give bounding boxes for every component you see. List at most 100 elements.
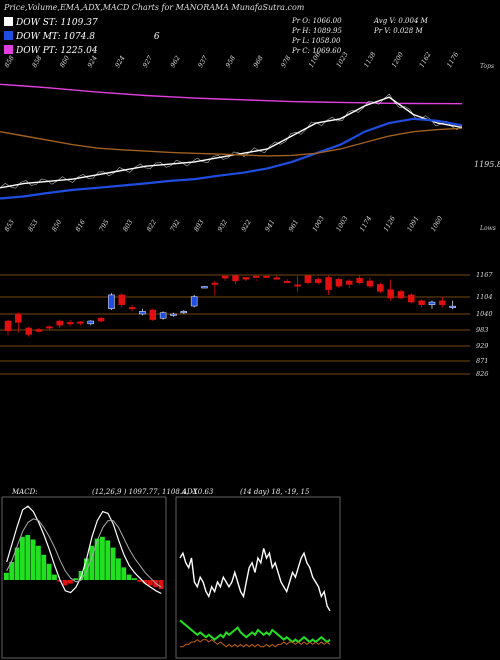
candle-body [263,275,270,278]
adx-label: ADX [182,488,198,496]
ema-value-label: 1195.85 [474,160,500,169]
stat-close: Pr C: 1069.60 [292,47,342,55]
candle-body [346,280,353,285]
macd-histogram-bar [89,545,95,580]
candle-body [242,277,250,280]
candle-body [335,278,343,287]
dow-extra: 6 [153,32,160,42]
stat-avg-volume: Avg V: 0.004 M [374,17,428,25]
macd-histogram-bar [158,580,164,589]
macd-histogram-bar [41,554,47,580]
price-level-label: 983 [476,326,488,334]
macd-params: (12,26,9 ) 1097.77, 1108.4, -10.63 [92,488,214,496]
candle-body [356,277,363,283]
macd-histogram-bar [110,547,116,580]
macd-histogram-bar [148,580,153,586]
dow-st-swatch [4,17,13,26]
adx-series-line [179,548,331,612]
candle-body [211,282,219,285]
macd-histogram-bar [52,574,57,580]
candle-body [294,284,301,287]
lows-label: Lows [480,225,496,232]
candle-body [387,289,394,299]
adx-params: (14 day) 18, -19, 15 [240,488,310,496]
price-level-label: 1104 [476,293,493,301]
candle-body [77,321,84,324]
macd-line [6,518,162,588]
price-level-label: 871 [476,357,488,365]
candle-body [46,326,53,329]
candle-body [190,296,198,307]
candle-body [170,313,177,316]
candle-body [232,275,239,282]
candle-body [87,320,94,325]
dow-st-legend: DOW ST: 1109.37 [4,17,98,28]
candle-body [4,320,12,332]
dow-mt-swatch [4,31,13,40]
macd-histogram-bar [20,536,25,580]
candle-body [201,286,208,289]
dow-pt-label: DOW PT: 1225.04 [16,46,98,56]
candle-body [397,291,405,299]
dow-pt-swatch [4,45,13,54]
macd-histogram-bar [36,545,41,580]
macd-histogram-bar [9,562,15,580]
dow-pt-legend: DOW PT: 1225.04 [4,45,98,56]
candle-body [377,284,384,292]
macd-histogram-bar [25,535,31,580]
macd-histogram-bar [84,558,89,580]
candle-body [283,281,291,284]
dow-st-label: DOW ST: 1109.37 [16,18,98,28]
candle-body [25,327,32,335]
macd-histogram-bar [137,580,143,582]
macd-histogram-bar [73,578,79,580]
candle-body [35,329,43,332]
macd-histogram-bar [121,567,127,580]
price-level-label: 929 [476,342,488,350]
price-level-label: 1040 [476,310,493,318]
macd-line [6,505,162,595]
stat-price-volume: Pr V: 0.028 M [374,27,423,35]
stat-low: Pr L: 1058.00 [292,37,341,45]
candle-body [428,301,436,305]
macd-histogram-bar [105,540,111,580]
ema-series-line [0,127,463,157]
candle-body [325,277,332,290]
candle-body [56,320,63,326]
candle-body [97,317,105,322]
candle-body [128,307,136,310]
macd-histogram-bar [100,536,105,580]
candle-body [439,300,446,305]
candle-body [418,300,425,305]
ema-series-line [0,117,463,200]
dow-mt-legend: DOW MT: 1074.8 6 [4,31,160,42]
macd-histogram-bar [4,572,9,580]
macd-histogram-bar [132,578,137,580]
candle-body [15,313,22,323]
candle-body [66,322,74,325]
candle-body [449,305,456,308]
macd-histogram-bar [94,538,100,580]
stat-open: Pr O: 1066.00 [292,17,342,25]
candle-body [273,277,281,280]
macd-histogram-bar [142,580,148,584]
candle-body [149,309,157,320]
macd-histogram-bar [14,547,20,580]
price-level-label: 1167 [476,271,493,279]
macd-histogram-bar [62,580,68,586]
chart-title: Price,Volume,EMA,ADX,MACD Charts for MAN… [4,3,305,12]
price-level-label: 826 [476,370,488,378]
adx-frame [175,496,341,659]
candle-body [366,280,374,287]
candle-body [408,294,415,303]
macd-histogram-bar [116,558,121,580]
ema-chart: 858 858 860 924 924 927 962 937 958 968 978 1106 102… [0,51,463,200]
macd-histogram-bar [57,580,63,582]
macd-histogram-bar [126,574,132,580]
ema-series-line [0,83,463,105]
candle-body [252,275,260,278]
macd-label: MACD: [12,488,38,496]
